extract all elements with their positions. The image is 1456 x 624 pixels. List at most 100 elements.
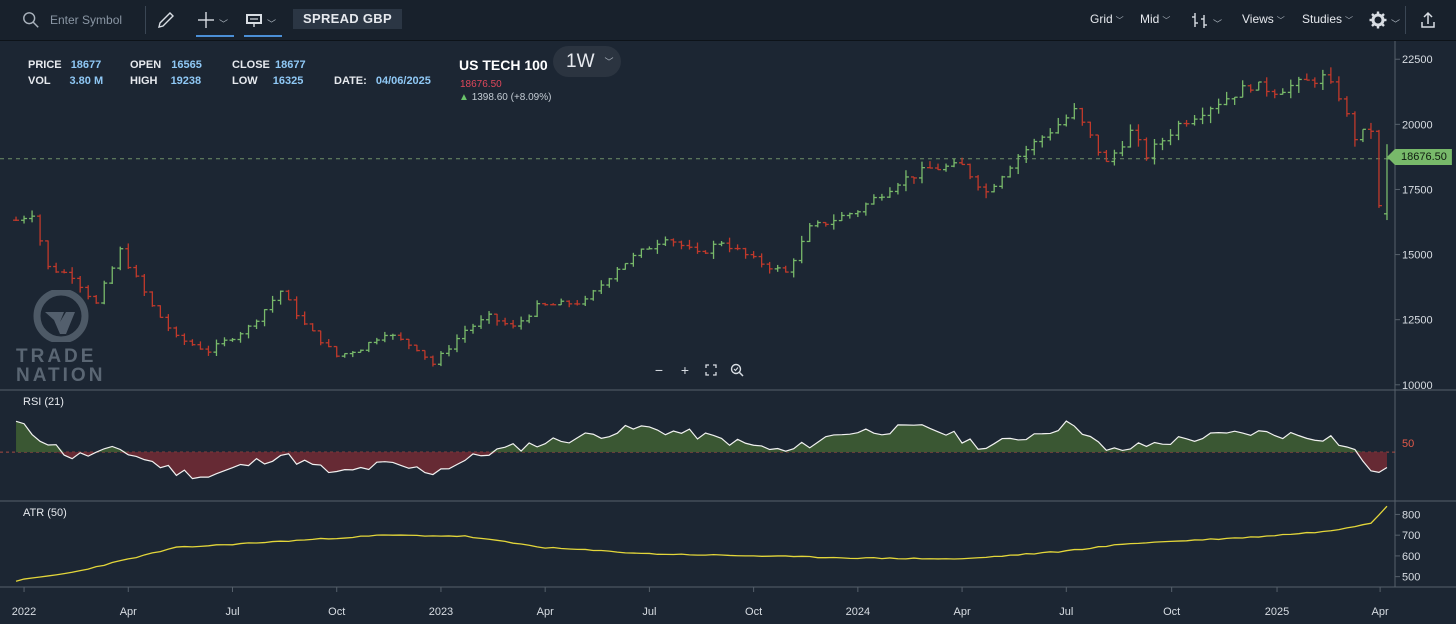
fit-screen-button[interactable] — [703, 362, 719, 378]
time-tick-label: Jul — [1059, 606, 1073, 618]
ohlc-bar — [910, 176, 917, 184]
ohlc-bar — [710, 240, 717, 259]
ohlc-bar — [574, 300, 581, 306]
rsi-line — [15, 420, 1388, 480]
ohlc-bar — [21, 215, 28, 224]
rsi-label: RSI (21) — [23, 396, 64, 408]
price-tick-label: 17500 — [1402, 184, 1433, 196]
ohlc-bar — [750, 251, 757, 259]
ohlc-bar — [245, 324, 252, 339]
zoom-reset-button[interactable] — [729, 362, 745, 378]
timeframe-selector[interactable]: 1W ﹀ — [553, 46, 621, 77]
time-tick-label: 2022 — [12, 606, 36, 618]
ohlc-bar — [1055, 117, 1062, 134]
low-readout: LOW 16325 — [232, 75, 303, 87]
share-button[interactable] — [1418, 8, 1438, 32]
bars-button[interactable]: ﹀ — [1190, 8, 1222, 32]
crosshair-icon — [198, 12, 214, 28]
gear-icon — [1369, 11, 1387, 29]
ohlc-bar — [373, 337, 380, 345]
ohlc-bar — [758, 253, 765, 268]
ohlc-bar — [133, 264, 140, 278]
ohlc-bar — [429, 355, 436, 367]
ohlc-bar — [125, 243, 132, 269]
chevron-down-icon: ﹀ — [1115, 16, 1124, 25]
zoom-in-button[interactable]: + — [680, 362, 690, 378]
zoom-controls: − + — [651, 361, 745, 379]
ohlc-bar — [846, 212, 853, 219]
ohlc-bar — [237, 331, 244, 343]
ohlc-bar — [694, 242, 701, 254]
price-chart[interactable]: 22500 20000 17500 15000 12500 10000 800 700 600 5… — [0, 41, 1456, 624]
symbol-search[interactable] — [22, 10, 142, 30]
top-toolbar: ﹀ ﹀ SPREAD GBP Grid﹀ Mid﹀ ﹀ Views﹀ Studi… — [0, 0, 1456, 41]
ohlc-bar — [421, 349, 428, 360]
ohlc-bar — [1367, 122, 1374, 139]
time-tick-label: Jul — [225, 606, 239, 618]
ohlc-bar — [13, 216, 20, 221]
ohlc-bar — [983, 183, 990, 199]
ohlc-bar — [878, 193, 885, 201]
chevron-down-icon: ﹀ — [1345, 16, 1354, 25]
axes: 22500 20000 17500 15000 12500 10000 800 700 600 5… — [12, 54, 1433, 618]
search-input[interactable] — [48, 12, 142, 28]
ohlc-bar — [1223, 91, 1230, 106]
price-tick-label: 10000 — [1402, 380, 1433, 392]
time-tick-label: 2024 — [846, 606, 870, 618]
ohlc-bar — [101, 280, 108, 305]
fit-screen-icon — [705, 364, 717, 376]
ohlc-bar — [285, 289, 292, 301]
pencil-icon — [158, 12, 174, 28]
views-menu[interactable]: Views ﹀ — [1242, 12, 1285, 26]
arrow-up-icon: ▲ — [459, 92, 469, 103]
ohlc-bar — [678, 240, 685, 250]
volume-readout: VOL 3.80 M — [28, 75, 103, 87]
ohlc-bar — [413, 344, 420, 352]
ohlc-bar — [991, 183, 998, 193]
studies-menu[interactable]: Studies ﹀ — [1302, 12, 1354, 26]
ohlc-bar — [542, 302, 549, 306]
ohlc-bar — [478, 315, 485, 329]
ohlc-bar — [349, 351, 356, 358]
chart-type-button[interactable]: ﹀ — [244, 8, 282, 37]
grid-menu[interactable]: Grid ﹀ — [1090, 12, 1124, 26]
ohlc-bar — [277, 290, 284, 305]
price-readout: PRICE 18677 — [28, 59, 101, 71]
instrument-label[interactable]: SPREAD GBP — [293, 9, 402, 29]
ohlc-bar — [61, 269, 68, 274]
ohlc-bar — [1343, 96, 1350, 117]
price-tick-label: 20000 — [1402, 119, 1433, 131]
ohlc-bar — [1071, 103, 1078, 120]
chevron-down-icon: ﹀ — [1276, 16, 1285, 25]
ohlc-bar — [1031, 138, 1038, 156]
zoom-out-button[interactable]: − — [654, 362, 664, 378]
ohlc-bar — [822, 221, 829, 227]
ohlc-bar — [1087, 121, 1094, 139]
ohlc-bar — [894, 182, 901, 195]
ohlc-bar — [1375, 129, 1382, 208]
high-label: HIGH — [130, 75, 158, 87]
ohlc-bar — [1335, 76, 1342, 102]
ohlc-bar — [1311, 77, 1318, 88]
close-value: 18677 — [274, 59, 306, 71]
bars-icon — [1192, 13, 1207, 28]
mid-menu[interactable]: Mid ﹀ — [1140, 12, 1171, 26]
atr-line — [15, 505, 1388, 582]
ohlc-bar — [630, 252, 637, 267]
settings-button[interactable]: ﹀ — [1368, 8, 1400, 32]
crosshair-button[interactable]: ﹀ — [196, 8, 234, 37]
ohlc-bar — [862, 202, 869, 216]
time-tick-label: Jul — [642, 606, 656, 618]
magnifier-icon — [730, 363, 744, 377]
ohlc-bar — [397, 332, 404, 341]
draw-button[interactable] — [156, 8, 176, 32]
ohlc-bar — [798, 235, 805, 264]
atr-tick-label: 500 — [1402, 572, 1420, 584]
ohlc-bar — [93, 295, 100, 304]
time-tick-label: Oct — [745, 606, 762, 618]
trade-nation-emblem — [33, 288, 89, 344]
atr-tick-label: 700 — [1402, 530, 1420, 542]
ohlc-bar — [69, 267, 76, 284]
ohlc-bar — [1175, 120, 1182, 141]
low-value: 16325 — [272, 75, 304, 87]
